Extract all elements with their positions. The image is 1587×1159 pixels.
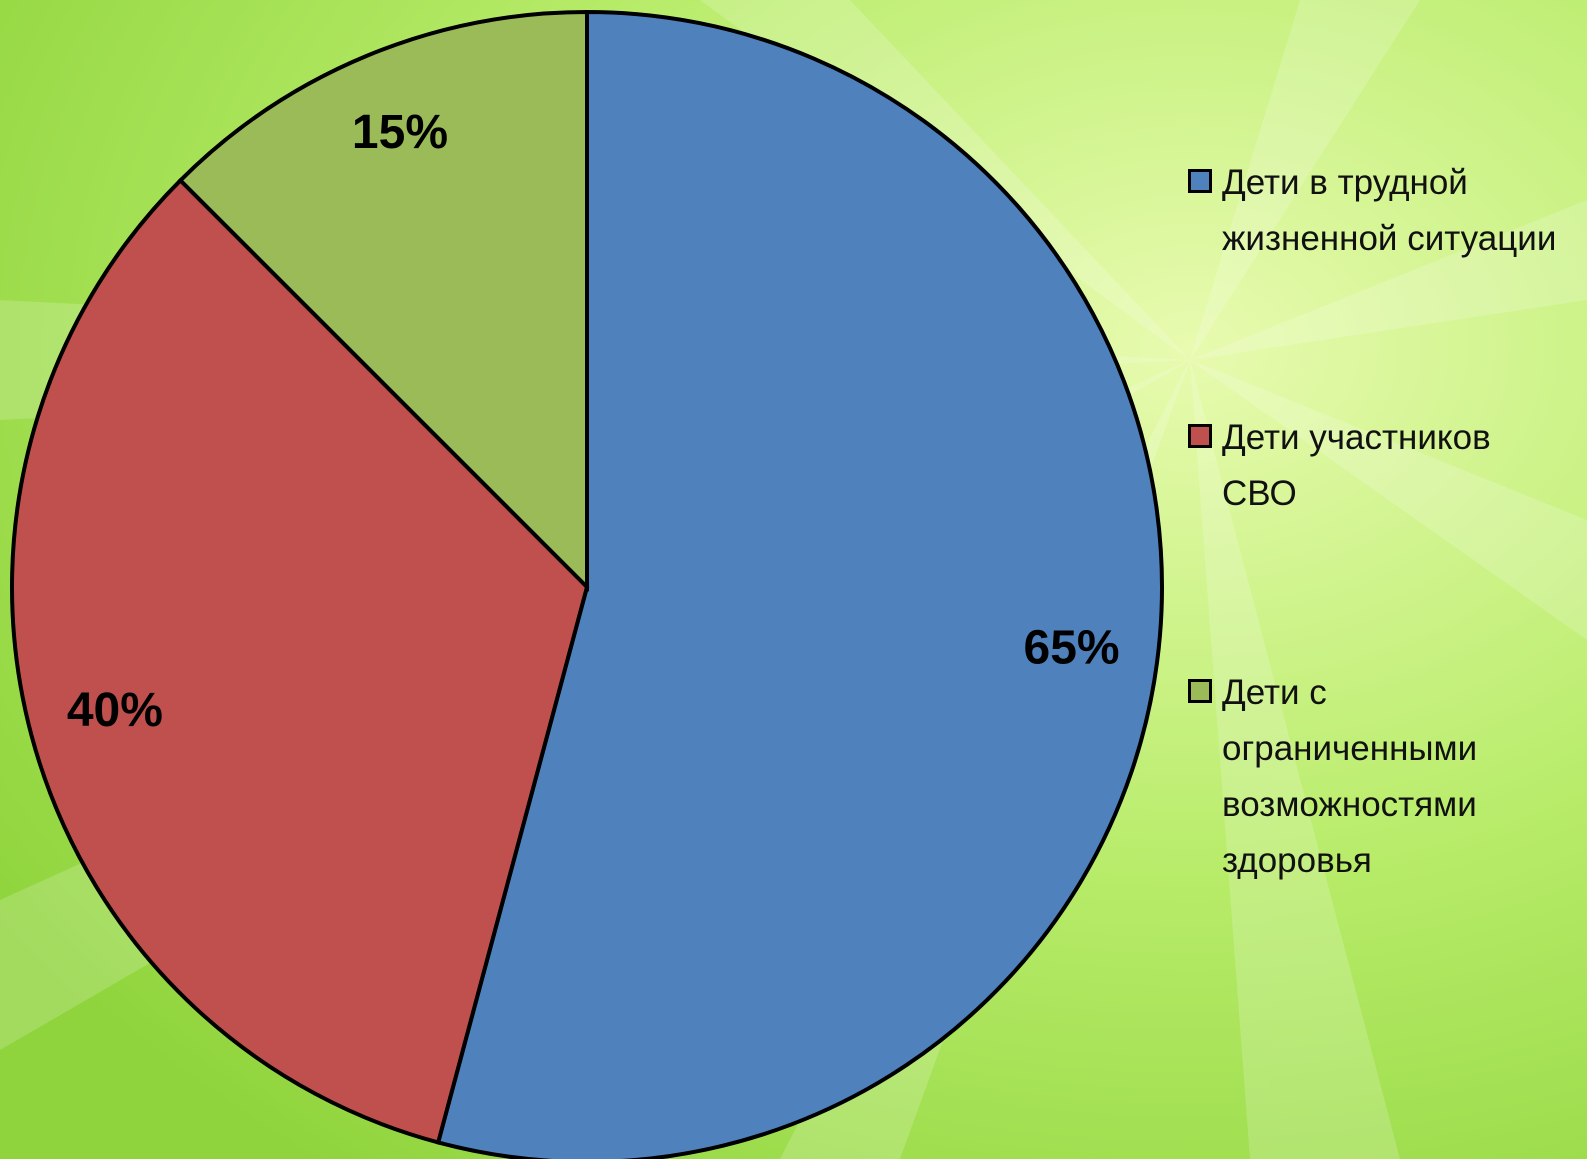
legend-label: Дети с ограниченными возможностями здоро… [1222, 665, 1562, 889]
data-label: 65% [1024, 621, 1120, 674]
legend-label: Дети в трудной жизненной ситуации [1222, 155, 1562, 267]
page: 65%40%15% (() => { const data = JSON.par… [0, 0, 1587, 1159]
legend-swatch [1188, 679, 1212, 703]
legend-label: Дети участников СВО [1222, 410, 1562, 522]
legend-item: Дети с ограниченными возможностями здоро… [1188, 665, 1578, 889]
legend-item: Дети в трудной жизненной ситуации [1188, 155, 1578, 267]
legend-item: Дети участников СВО [1188, 410, 1578, 522]
legend-swatch [1188, 169, 1212, 193]
data-label: 15% [352, 106, 448, 159]
legend-swatch [1188, 424, 1212, 448]
data-label: 40% [67, 684, 163, 737]
